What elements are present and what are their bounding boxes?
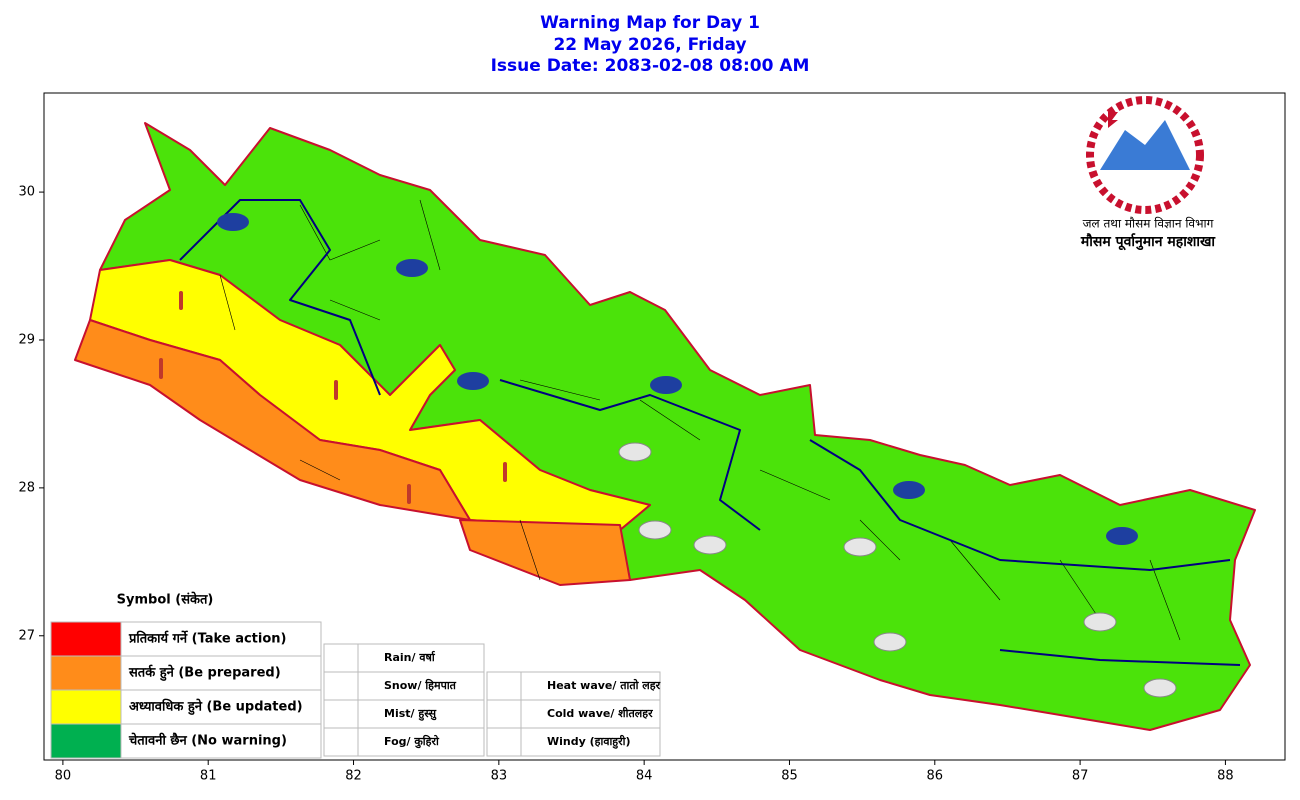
y-tick-label: 29 bbox=[18, 332, 35, 347]
x-tick-label: 84 bbox=[636, 769, 653, 784]
snow-icons bbox=[217, 213, 1138, 545]
axes: 80 81 82 83 84 85 86 87 88 27 28 29 30 bbox=[18, 185, 1233, 784]
symbol-cell bbox=[520, 727, 661, 757]
symbol-cell bbox=[323, 727, 359, 757]
title-line: Issue Date: 2083-02-08 08:00 AM bbox=[491, 56, 810, 76]
symbol-legend: Rain/ वर्षा Snow/ हिमपात Mist/ हुस्सु Fog/ … bbox=[323, 643, 661, 757]
x-tick-label: 85 bbox=[781, 769, 798, 784]
province-lines bbox=[179, 199, 1241, 666]
symbol-cell bbox=[357, 671, 485, 701]
symbol-label: Heat wave/ तातो लहर bbox=[547, 678, 661, 692]
symbol-label: Cold wave/ शीतलहर bbox=[547, 706, 653, 720]
symbol-cell bbox=[486, 671, 522, 701]
legend-label: अध्यावधिक हुने (Be updated) bbox=[129, 699, 303, 716]
legend-label: चेतावनी छैन (No warning) bbox=[128, 733, 287, 749]
title-line: Warning Map for Day 1 bbox=[540, 13, 760, 33]
symbol-cell bbox=[520, 699, 661, 729]
legend-cell bbox=[120, 655, 322, 691]
legend-swatch bbox=[50, 723, 122, 759]
title-line: 22 May 2026, Friday bbox=[553, 35, 746, 55]
legend-swatch bbox=[50, 655, 122, 691]
legend-swatch bbox=[50, 621, 122, 657]
symbol-cell bbox=[486, 699, 522, 729]
x-tick-label: 82 bbox=[345, 769, 362, 784]
weather-icons bbox=[159, 213, 1177, 698]
symbol-label: Mist/ हुस्सु bbox=[384, 707, 437, 721]
x-tick-label: 86 bbox=[927, 769, 944, 784]
y-tick-label: 28 bbox=[18, 480, 35, 495]
symbol-label: Fog/ कुहिरो bbox=[384, 734, 440, 749]
y-tick-label: 30 bbox=[18, 185, 35, 200]
symbol-cell bbox=[357, 727, 485, 757]
rain-icons bbox=[618, 442, 1177, 698]
logo-line: मौसम पूर्वानुमान महाशाखा bbox=[1080, 233, 1217, 251]
nepal-map bbox=[74, 122, 1256, 731]
symbol-cell bbox=[357, 699, 485, 729]
legend: प्रतिकार्य गर्ने (Take action) सतर्क हुने… bbox=[50, 621, 322, 759]
legend-title: Symbol (संकेत) bbox=[117, 592, 214, 608]
symbol-label: Rain/ वर्षा bbox=[384, 650, 436, 664]
symbol-cell bbox=[323, 643, 359, 673]
symbol-label: Snow/ हिमपात bbox=[384, 678, 457, 692]
legend-label: सतर्क हुने (Be prepared) bbox=[128, 665, 281, 682]
legend-cell bbox=[120, 689, 322, 725]
symbol-cell bbox=[357, 643, 485, 673]
legend-swatch bbox=[50, 689, 122, 725]
logo-line: जल तथा मौसम विज्ञान विभाग bbox=[1083, 217, 1214, 231]
heat-icons bbox=[159, 291, 507, 504]
x-tick-label: 88 bbox=[1217, 769, 1234, 784]
district-lines bbox=[219, 199, 1181, 641]
x-tick-label: 81 bbox=[200, 769, 217, 784]
symbol-cell bbox=[323, 671, 359, 701]
symbol-label: Windy (हावाहुरी) bbox=[547, 734, 631, 749]
emblem bbox=[1086, 96, 1204, 214]
region-be-prepared bbox=[459, 519, 631, 586]
legend-label: प्रतिकार्य गर्ने (Take action) bbox=[128, 631, 286, 647]
y-tick-label: 27 bbox=[18, 628, 35, 643]
symbol-cell bbox=[486, 727, 522, 757]
legend-cell bbox=[120, 723, 322, 759]
x-tick-label: 83 bbox=[491, 769, 508, 784]
symbol-cell bbox=[323, 699, 359, 729]
x-tick-label: 87 bbox=[1072, 769, 1089, 784]
x-tick-label: 80 bbox=[55, 769, 72, 784]
